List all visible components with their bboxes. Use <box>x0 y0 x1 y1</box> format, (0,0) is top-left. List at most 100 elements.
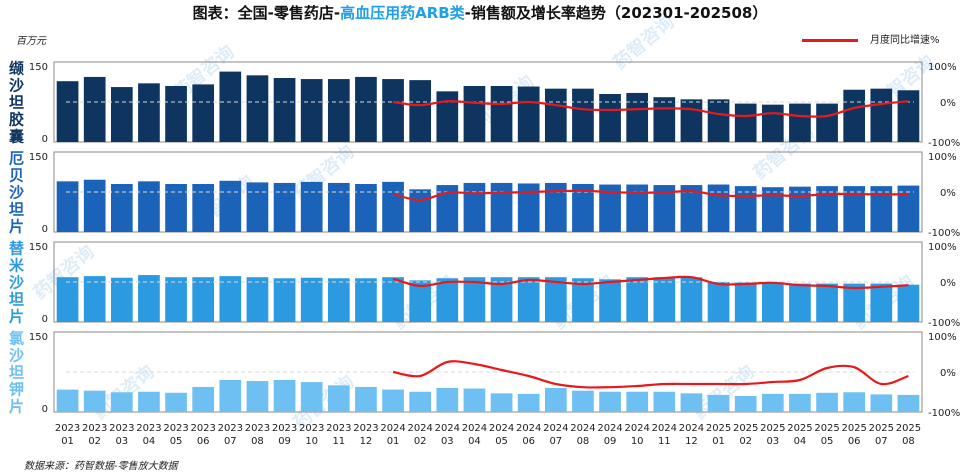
sales-bar <box>517 183 540 232</box>
x-tick-label-month: 06 <box>197 436 210 447</box>
sales-bar <box>544 277 567 322</box>
x-tick-label-month: 07 <box>549 436 562 447</box>
x-tick-label-month: 06 <box>522 436 535 447</box>
sales-bar <box>870 283 893 322</box>
sales-bar <box>110 277 133 322</box>
x-tick-label-year: 2024 <box>462 423 487 434</box>
x-tick-label-month: 04 <box>468 436 481 447</box>
sales-bar <box>680 185 703 232</box>
sales-bar <box>680 99 703 142</box>
sales-bar <box>219 276 242 322</box>
x-tick-label-month: 08 <box>251 436 264 447</box>
sales-bar <box>246 182 269 232</box>
sales-bar <box>83 276 106 322</box>
sales-bar <box>599 279 621 322</box>
panel-label-char: 厄 <box>9 150 24 168</box>
x-tick-label-year: 2023 <box>109 423 134 434</box>
x-tick-label-year: 2025 <box>733 423 758 434</box>
sales-bar <box>327 385 350 412</box>
y-right-tick-min: -100% <box>928 138 960 149</box>
sales-bar <box>680 393 703 412</box>
panel-label-char: 沙 <box>9 184 24 202</box>
x-tick-label-year: 2023 <box>299 423 324 434</box>
sales-bar <box>300 382 323 412</box>
sales-bar <box>83 76 106 142</box>
sales-bar <box>56 389 79 412</box>
sales-bar <box>761 283 784 322</box>
sales-bar <box>599 184 621 232</box>
sales-bar <box>165 392 187 412</box>
x-tick-label-year: 2025 <box>869 423 894 434</box>
growth-line <box>392 100 909 118</box>
y-right-tick-max: 100% <box>928 242 957 253</box>
panel-label-char: 囊 <box>8 128 25 146</box>
sales-bar <box>789 283 811 322</box>
sales-bar <box>789 186 811 232</box>
sales-bar <box>83 179 106 232</box>
sales-bar <box>544 388 567 412</box>
legend-label: 月度同比增速% <box>870 35 940 46</box>
panel-label-char: 钾 <box>9 381 24 399</box>
sales-bar <box>653 277 676 322</box>
panel-label-char: 缬 <box>9 60 24 78</box>
x-tick-label-month: 02 <box>414 436 427 447</box>
sales-bar <box>897 90 920 142</box>
y-left-tick-min: 0 <box>42 404 48 415</box>
y-left-tick-min: 0 <box>42 224 48 235</box>
panel-label-char: 氯 <box>9 330 24 348</box>
x-tick-label-month: 03 <box>115 436 128 447</box>
sales-bar <box>816 392 838 412</box>
sales-bar <box>246 75 269 142</box>
sales-bar <box>653 185 676 232</box>
sales-bar <box>463 388 486 412</box>
sales-bar <box>572 88 594 142</box>
legend-line-swatch <box>802 38 858 42</box>
sales-bar <box>680 277 703 322</box>
sales-bar <box>436 278 459 322</box>
chart-title: 图表：全国-零售药店-高血压用药ARB类-销售额及增长率趋势（202301-20… <box>0 2 960 23</box>
sales-bar <box>843 186 866 232</box>
x-tick-label-year: 2023 <box>82 423 107 434</box>
x-tick-label-month: 03 <box>441 436 454 447</box>
x-tick-label-year: 2025 <box>787 423 812 434</box>
x-tick-label-month: 01 <box>61 436 74 447</box>
x-tick-label-year: 2025 <box>841 423 866 434</box>
x-tick-label-year: 2024 <box>543 423 568 434</box>
x-tick-label-month: 01 <box>712 436 725 447</box>
x-tick-label-year: 2023 <box>55 423 80 434</box>
panel-frame <box>53 241 923 323</box>
sales-bar <box>273 278 296 322</box>
panel-frame <box>53 151 923 233</box>
sales-bar <box>707 282 730 322</box>
x-tick-label-month: 12 <box>685 436 698 447</box>
sales-bar <box>599 94 621 142</box>
x-tick-label-month: 08 <box>577 436 590 447</box>
x-tick-label-year: 2023 <box>136 423 161 434</box>
sales-bar <box>110 184 133 232</box>
x-tick-label-month: 05 <box>821 436 834 447</box>
sales-bar <box>382 389 404 412</box>
y-left-tick-max: 150 <box>29 242 48 253</box>
growth-line <box>392 189 909 202</box>
sales-bar <box>355 76 377 142</box>
sales-bar <box>789 393 811 412</box>
x-tick-label-month: 02 <box>88 436 101 447</box>
sales-bar <box>897 284 920 322</box>
x-tick-label-year: 2023 <box>245 423 270 434</box>
sales-bar <box>463 277 486 322</box>
x-tick-label-month: 07 <box>224 436 237 447</box>
y-left-tick-min: 0 <box>42 134 48 145</box>
sales-bar <box>436 91 459 142</box>
sales-bar <box>327 79 350 142</box>
x-tick-label-year: 2023 <box>353 423 378 434</box>
sales-bar <box>626 277 649 322</box>
x-tick-label-month: 04 <box>794 436 807 447</box>
x-tick-label-month: 02 <box>739 436 752 447</box>
x-tick-label-year: 2023 <box>163 423 188 434</box>
panel-label-char: 坦 <box>9 291 24 309</box>
sales-bar <box>544 88 567 142</box>
sales-bar <box>626 92 649 142</box>
